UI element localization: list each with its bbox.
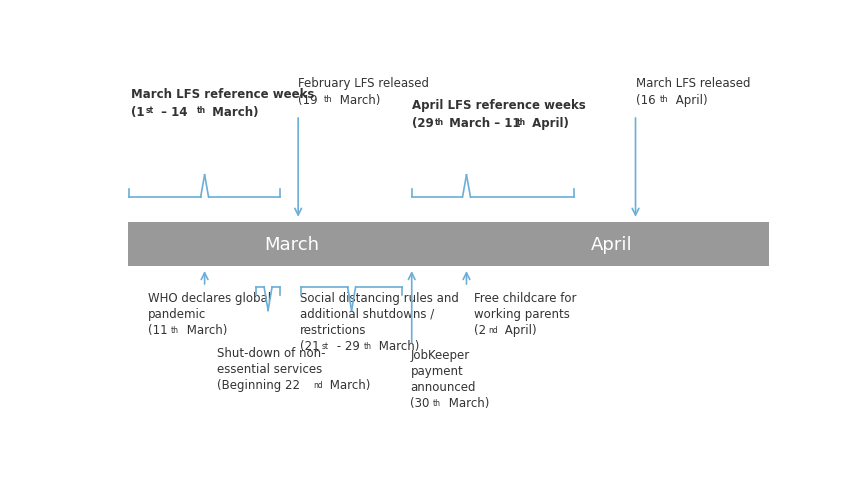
Text: April): April) [500,323,536,336]
Text: (21: (21 [300,339,319,352]
Text: st: st [146,106,154,115]
Text: th: th [196,106,206,115]
Text: April LFS reference weeks: April LFS reference weeks [412,99,585,112]
Text: (19: (19 [298,93,318,106]
Text: working parents: working parents [474,307,569,320]
Text: th: th [432,398,441,408]
Text: st: st [321,341,328,350]
FancyBboxPatch shape [455,222,768,267]
Text: th: th [363,341,371,350]
Text: (1: (1 [131,106,145,119]
Text: Social distancing rules and: Social distancing rules and [300,291,459,304]
Text: Shut-down of non-: Shut-down of non- [216,346,325,359]
Text: th: th [170,325,178,334]
Text: Free childcare for: Free childcare for [474,291,576,304]
Text: February LFS released: February LFS released [298,77,429,90]
Text: April: April [591,235,632,254]
Text: th: th [659,94,667,104]
Text: April): April) [672,93,707,106]
Text: (29: (29 [412,117,433,130]
Text: additional shutdowns /: additional shutdowns / [300,307,434,320]
Text: th: th [517,117,526,126]
Text: nd: nd [313,380,323,389]
Text: (2: (2 [474,323,486,336]
Text: announced: announced [410,380,475,393]
Text: (16: (16 [635,93,654,106]
Text: (11: (11 [148,323,167,336]
Text: (Beginning 22: (Beginning 22 [216,378,300,391]
Text: March): March) [444,396,489,409]
Text: March – 11: March – 11 [444,117,520,130]
Text: - 29: - 29 [332,339,359,352]
Text: th: th [323,94,331,104]
Text: March): March) [375,339,418,352]
Text: March LFS reference weeks: March LFS reference weeks [131,88,314,101]
Text: pandemic: pandemic [148,307,206,320]
Text: April): April) [527,117,568,130]
Text: (30: (30 [410,396,430,409]
Text: restrictions: restrictions [300,323,366,336]
Text: March): March) [208,106,258,119]
Text: March): March) [325,378,369,391]
Text: March LFS released: March LFS released [635,77,749,90]
Text: March: March [263,235,319,254]
Text: WHO declares global: WHO declares global [148,291,270,304]
Text: payment: payment [410,364,462,377]
FancyBboxPatch shape [127,222,455,267]
Text: th: th [434,117,443,126]
Text: – 14: – 14 [157,106,187,119]
Text: JobKeeper: JobKeeper [410,348,469,361]
Text: March): March) [336,93,381,106]
Text: nd: nd [488,325,498,334]
Text: March): March) [183,323,226,336]
Text: essential services: essential services [216,362,321,375]
